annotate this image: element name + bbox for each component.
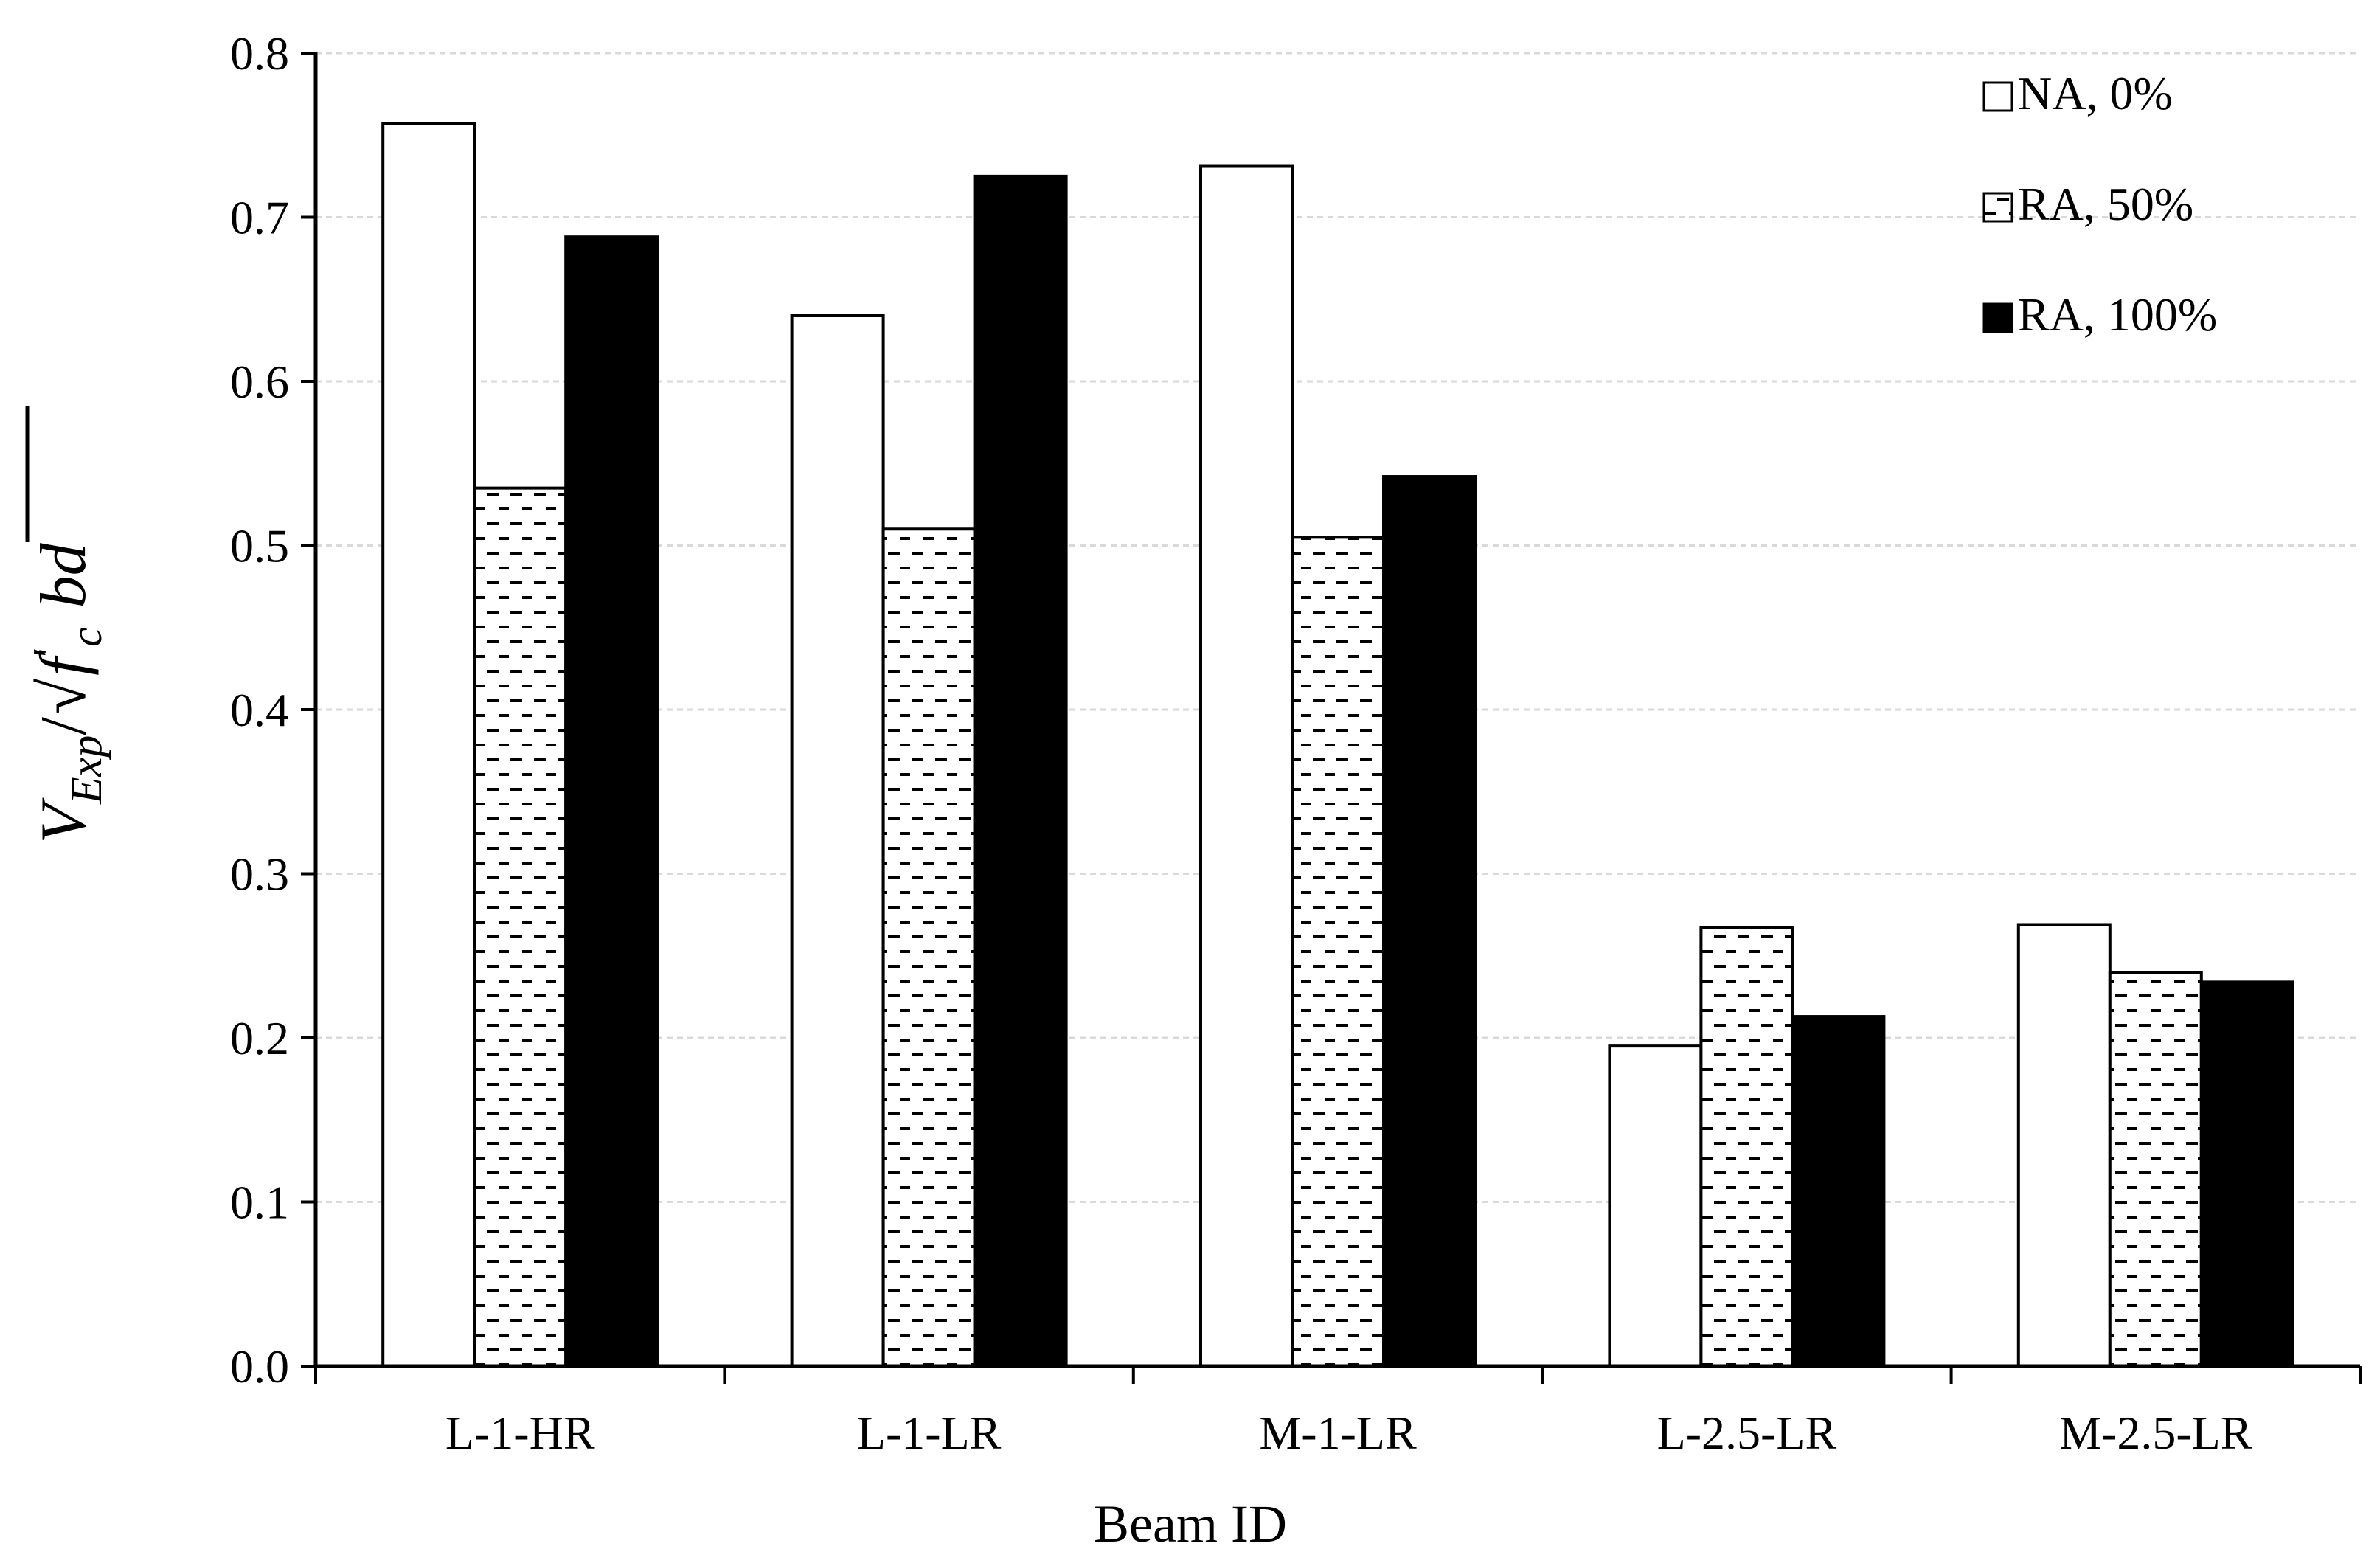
y-title-v: V bbox=[28, 797, 100, 844]
y-tick-label: 0.4 bbox=[230, 684, 289, 736]
legend-swatch bbox=[1982, 302, 2013, 333]
legend-swatch bbox=[1982, 192, 2013, 223]
x-tick-label: L-1-HR bbox=[445, 1407, 595, 1459]
bar-ra-50-l-2.5-lr bbox=[1699, 926, 1794, 1368]
y-tick-label: 0.5 bbox=[230, 520, 289, 572]
bar-ra-100-l-2.5-lr bbox=[1791, 1015, 1886, 1368]
x-tick-label: M-1-LR bbox=[1259, 1407, 1417, 1459]
bar-na-0-l-1-hr bbox=[381, 122, 476, 1368]
bars bbox=[381, 122, 2294, 1368]
bar-ra-100-l-1-lr bbox=[973, 174, 1068, 1368]
y-title-tail: bd bbox=[28, 542, 100, 608]
bar-ra-50-m-2.5-lr bbox=[2108, 971, 2203, 1368]
axes bbox=[301, 52, 2362, 1384]
bar-ra-100-l-1-hr bbox=[564, 235, 659, 1368]
y-title-v-sub: Exp bbox=[62, 735, 111, 805]
sqrt-sign: √ bbox=[28, 678, 100, 714]
y-tick-label: 0.8 bbox=[230, 27, 289, 80]
legend-label: RA, 50% bbox=[2018, 178, 2193, 230]
x-tick-label: L-1-LR bbox=[857, 1407, 1002, 1459]
y-title-f-sub: c bbox=[62, 627, 111, 647]
bar-ra-50-l-1-hr bbox=[473, 486, 568, 1368]
x-axis-title: Beam ID bbox=[1094, 1494, 1287, 1553]
legend-swatch bbox=[1982, 81, 2013, 112]
y-tick-label: 0.2 bbox=[230, 1012, 289, 1064]
bar-ra-50-m-1-lr bbox=[1291, 536, 1385, 1368]
bar-na-0-m-1-lr bbox=[1199, 164, 1294, 1368]
y-title-slash: / bbox=[28, 717, 100, 735]
legend: NA, 0% RA, 50% RA, 100% bbox=[1982, 67, 2217, 341]
bar-na-0-l-2.5-lr bbox=[1608, 1044, 1703, 1368]
y-tick-label: 0.1 bbox=[230, 1177, 289, 1229]
svg-text:VExp/√f′cbd: VExp/√f′cbd bbox=[23, 542, 111, 843]
x-tick-labels: L-1-HR L-1-LR M-1-LR L-2.5-LR M-2.5-LR bbox=[445, 1407, 2252, 1459]
legend-label: NA, 0% bbox=[2018, 67, 2173, 119]
bar-na-0-l-1-lr bbox=[790, 314, 885, 1368]
y-axis-title: VExp/√f′cbd bbox=[23, 406, 111, 844]
bar-ra-100-m-1-lr bbox=[1382, 475, 1477, 1368]
y-tick-label: 0.3 bbox=[230, 848, 289, 901]
y-tick-label: 0.7 bbox=[230, 192, 289, 244]
x-tick-label: L-2.5-LR bbox=[1657, 1407, 1837, 1459]
y-tick-label: 0.0 bbox=[230, 1340, 289, 1393]
bar-ra-50-l-1-lr bbox=[881, 527, 976, 1368]
bar-na-0-m-2.5-lr bbox=[2016, 923, 2112, 1368]
y-title-f-prime: ′ bbox=[23, 647, 77, 657]
legend-label: RA, 100% bbox=[2018, 288, 2217, 341]
bar-ra-100-m-2.5-lr bbox=[2199, 980, 2294, 1368]
y-tick-label: 0.6 bbox=[230, 356, 289, 408]
x-tick-label: M-2.5-LR bbox=[2059, 1407, 2252, 1459]
y-tick-labels: 0.0 0.1 0.2 0.3 0.4 0.5 0.6 0.7 0.8 bbox=[230, 27, 289, 1393]
